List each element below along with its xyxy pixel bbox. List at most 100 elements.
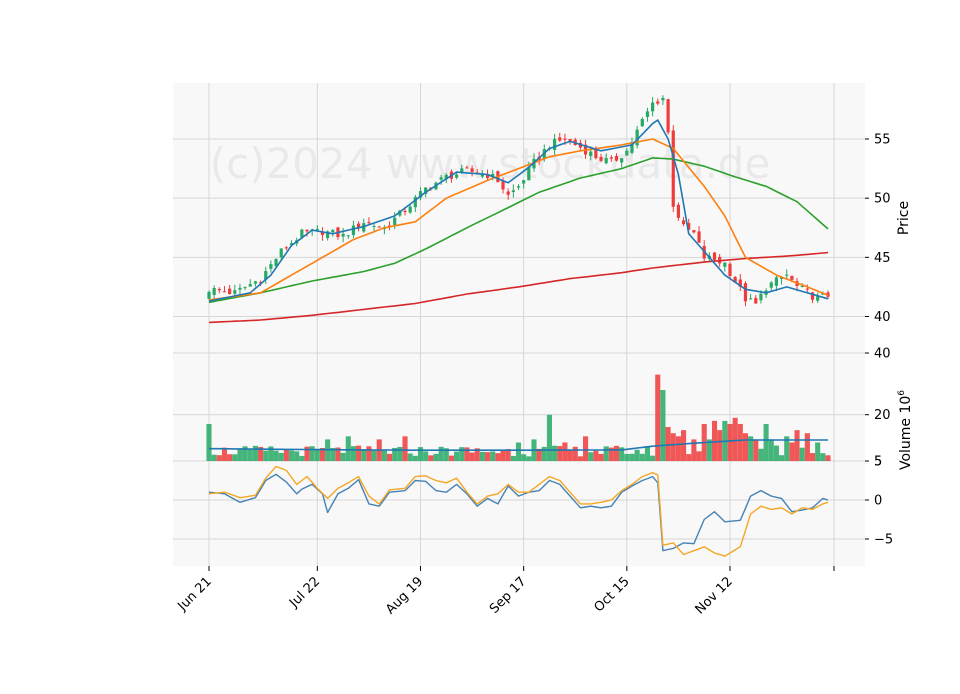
candle-body — [522, 180, 526, 184]
candle-body — [769, 282, 773, 288]
candle-body — [640, 119, 644, 127]
volume-bar — [650, 455, 656, 461]
volume-bar — [412, 455, 418, 461]
candle-body — [398, 210, 402, 216]
candle-body — [779, 277, 784, 280]
volume-bar — [474, 448, 480, 461]
volume-bar — [221, 447, 228, 461]
candle-body — [568, 139, 572, 141]
volume-bar — [407, 453, 413, 461]
candle-body — [614, 156, 619, 161]
candle-body — [418, 191, 423, 198]
candle-body — [635, 129, 639, 146]
candle-body — [248, 284, 252, 287]
volume-bar — [526, 456, 532, 461]
volume-bar — [258, 446, 264, 461]
candle-body — [393, 217, 397, 225]
volume-bar — [252, 445, 258, 461]
volume-bar — [392, 447, 398, 461]
volume-bar — [820, 453, 826, 461]
volume-bar — [634, 449, 640, 461]
candle-body — [800, 286, 804, 288]
candle-body — [666, 99, 670, 133]
volume-bar — [366, 446, 372, 461]
volume-bar — [314, 449, 320, 461]
volume-bar — [459, 447, 465, 461]
candle-body — [413, 197, 417, 208]
volume-bar — [815, 442, 821, 461]
candle-body — [320, 231, 325, 236]
volume-bar — [603, 446, 609, 461]
volume-bar — [804, 433, 810, 461]
volume-bar — [655, 374, 661, 461]
volume-bar — [361, 449, 367, 461]
volume-bar — [350, 446, 356, 461]
sma-mid-line — [208, 138, 829, 301]
candle-body — [656, 101, 660, 104]
volume-bar — [711, 420, 718, 461]
volume-bar — [206, 423, 212, 461]
volume-bar — [706, 439, 712, 461]
volume-bar — [763, 423, 769, 461]
candle-body — [284, 247, 288, 249]
candle-body — [733, 276, 737, 283]
candle-body — [563, 138, 567, 140]
volume-bar — [732, 417, 738, 461]
volume-bar — [428, 455, 434, 461]
volume-bar — [386, 453, 393, 461]
candle-body — [207, 291, 211, 299]
y-tick-label: −5 — [874, 533, 893, 548]
volume-bar — [521, 454, 527, 461]
candle-body — [444, 174, 448, 180]
candle-body — [620, 158, 624, 163]
candle-body — [676, 204, 681, 218]
candle-body — [594, 148, 598, 159]
candle-body — [723, 262, 727, 267]
candle-body — [501, 181, 505, 190]
volume-bar — [417, 447, 424, 461]
y-tick-label: 55 — [874, 133, 891, 148]
volume-bar — [309, 446, 315, 461]
volume-bar — [598, 453, 604, 461]
candle-body — [465, 167, 469, 169]
candle-body — [671, 130, 675, 207]
candle-body — [346, 235, 350, 237]
candle-body — [754, 297, 758, 304]
volume-bar — [464, 447, 470, 461]
candle-body — [609, 157, 613, 159]
candle-body — [253, 281, 258, 284]
volume-bar — [510, 455, 516, 461]
candle-body — [759, 293, 763, 301]
candle-body — [367, 222, 371, 224]
candle-body — [506, 191, 510, 195]
volume-axis-label: Volume 106 — [897, 390, 914, 470]
candle-body — [356, 223, 361, 229]
candle-body — [743, 283, 748, 302]
volume-bar — [768, 439, 774, 461]
volume-bar — [242, 446, 248, 461]
oscillator-panel-bg — [173, 461, 865, 566]
y-tick-label: 50 — [874, 192, 891, 207]
volume-bar — [247, 449, 253, 461]
volume-bar — [227, 454, 233, 461]
volume-bar — [443, 448, 449, 461]
candle-body — [289, 243, 294, 246]
sma-slow-line — [208, 157, 829, 304]
candle-body — [692, 230, 696, 233]
candle-body — [305, 229, 309, 232]
volume-bar — [613, 445, 620, 461]
y-tick-label: 20 — [874, 408, 891, 423]
volume-bar — [356, 445, 362, 461]
sma-long-line — [208, 251, 829, 324]
volume-bar — [675, 436, 681, 461]
volume-bar — [748, 436, 754, 461]
oscillator-line-1 — [208, 473, 829, 552]
candle-body — [805, 288, 809, 290]
candle-body — [460, 168, 464, 173]
candle-body — [315, 228, 319, 230]
volume-bar — [263, 450, 269, 461]
volume-bar — [789, 442, 795, 461]
candle-body — [790, 275, 794, 280]
